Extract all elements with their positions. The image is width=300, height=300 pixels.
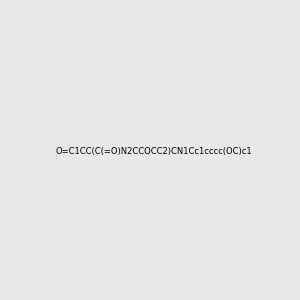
Text: O=C1CC(C(=O)N2CCOCC2)CN1Cc1cccc(OC)c1: O=C1CC(C(=O)N2CCOCC2)CN1Cc1cccc(OC)c1 bbox=[56, 147, 252, 156]
